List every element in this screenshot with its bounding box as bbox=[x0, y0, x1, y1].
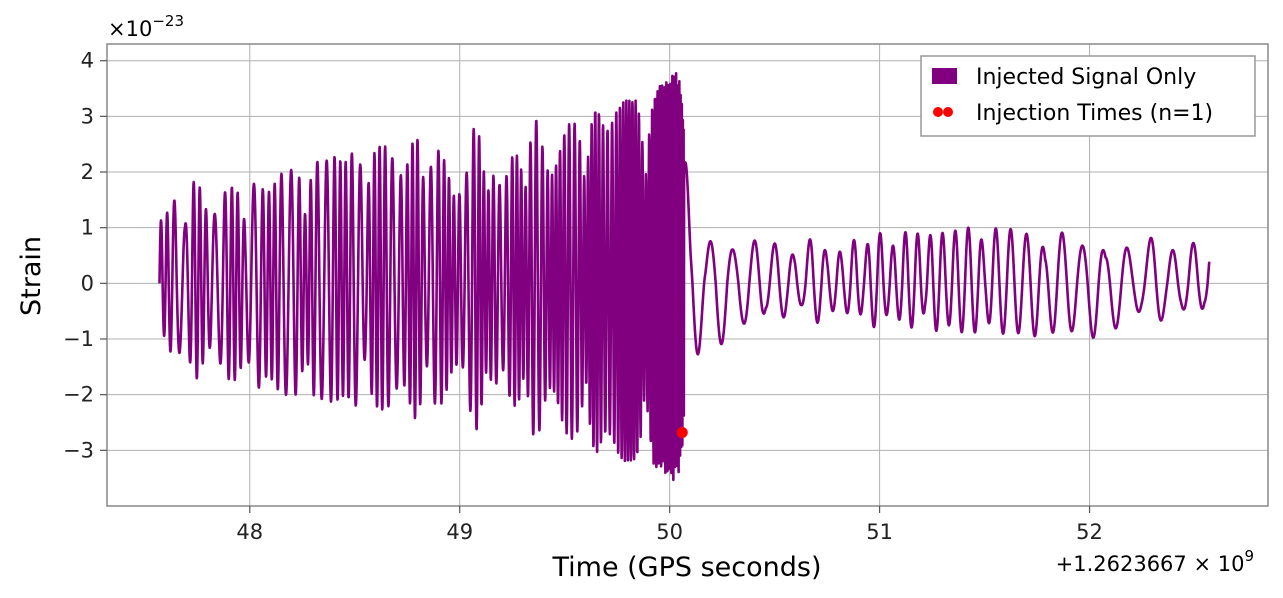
y-tick-label: −1 bbox=[63, 327, 94, 351]
legend-label-signal: Injected Signal Only bbox=[976, 65, 1196, 90]
x-axis-title: Time (GPS seconds) bbox=[551, 552, 821, 583]
legend-marker-injection-1 bbox=[933, 107, 943, 117]
y-tick-label: 2 bbox=[81, 160, 94, 184]
x-axis-ticks: 48 49 50 51 52 bbox=[236, 506, 1103, 544]
x-offset-label: +1.2623667 × 109 bbox=[1056, 547, 1254, 576]
y-axis-ticks: −3 −2 −1 0 1 2 3 4 bbox=[63, 49, 107, 462]
y-tick-label: 0 bbox=[81, 271, 94, 295]
legend-swatch-signal bbox=[932, 68, 957, 84]
y-tick-label: −3 bbox=[63, 438, 94, 462]
signal-line bbox=[158, 71, 1211, 482]
y-tick-label: −2 bbox=[63, 383, 94, 407]
y-tick-label: 4 bbox=[81, 49, 94, 73]
x-tick-label: 51 bbox=[866, 520, 893, 544]
y-tick-label: 1 bbox=[81, 216, 94, 240]
x-tick-label: 48 bbox=[236, 520, 263, 544]
x-tick-label: 49 bbox=[446, 520, 473, 544]
y-axis-title: Strain bbox=[16, 236, 47, 316]
x-tick-label: 52 bbox=[1076, 520, 1103, 544]
injection-markers bbox=[676, 427, 688, 439]
legend-box bbox=[920, 55, 1256, 137]
plot-frame bbox=[106, 43, 1269, 507]
injection-point bbox=[676, 427, 688, 439]
signal-line-group bbox=[158, 71, 1211, 482]
legend-marker-injection-2 bbox=[943, 107, 953, 117]
x-tick-label: 50 bbox=[656, 520, 683, 544]
legend: Injected Signal Only Injection Times (n=… bbox=[920, 55, 1256, 137]
legend-label-injection: Injection Times (n=1) bbox=[976, 101, 1213, 126]
y-scale-label: ×10−23 bbox=[108, 12, 184, 41]
y-tick-label: 3 bbox=[81, 104, 94, 128]
